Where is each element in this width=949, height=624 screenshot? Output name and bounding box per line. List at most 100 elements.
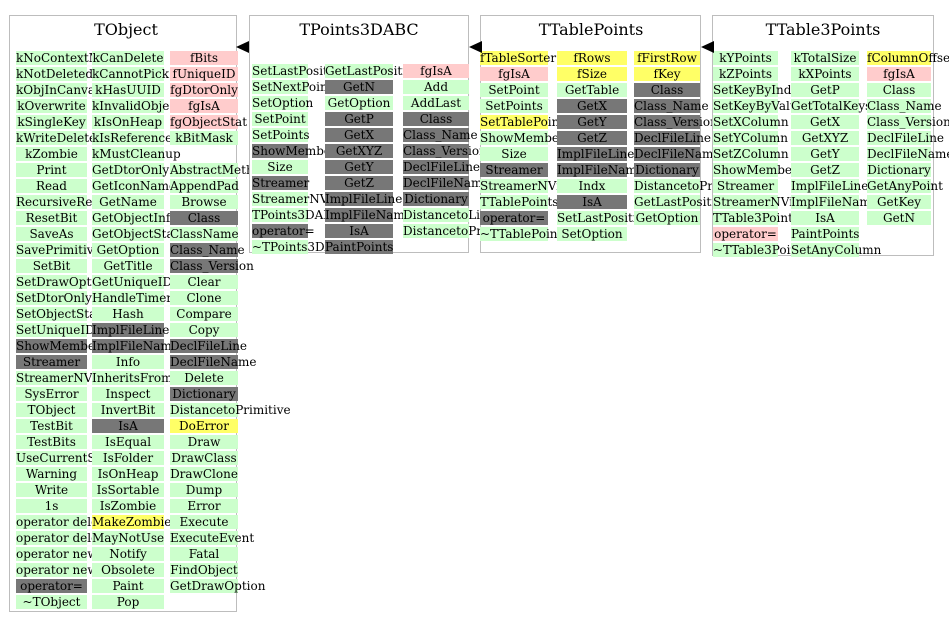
member-appendpad[interactable]: AppendPad	[170, 179, 239, 193]
member-dictionary[interactable]: Dictionary	[170, 387, 238, 401]
member-maynotuse[interactable]: MayNotUse	[92, 531, 165, 545]
member-declfilename[interactable]: DeclFileName	[867, 147, 949, 161]
member-setnextpoint[interactable]: SetNextPoint	[252, 80, 333, 94]
member-isequal[interactable]: IsEqual	[92, 435, 164, 449]
member-copy[interactable]: Copy	[170, 323, 238, 337]
member-findobject[interactable]: FindObject	[170, 563, 238, 577]
member-getp[interactable]: GetP	[791, 83, 859, 97]
member-ttable3points[interactable]: ~TTable3Points	[713, 243, 810, 257]
member-kmustcleanup[interactable]: kMustCleanup	[92, 147, 181, 161]
member-kzombie[interactable]: kZombie	[16, 147, 87, 161]
member-fgisa[interactable]: fgIsA	[867, 67, 931, 81]
member-getz[interactable]: GetZ	[557, 131, 627, 145]
member-isa[interactable]: IsA	[92, 419, 164, 433]
member-class-version[interactable]: Class_Version	[403, 144, 487, 158]
member-read[interactable]: Read	[16, 179, 87, 193]
member-getxyz[interactable]: GetXYZ	[791, 131, 859, 145]
member-showmembers[interactable]: ShowMembers	[252, 144, 343, 158]
member-frows[interactable]: fRows	[557, 51, 627, 65]
member-declfileline[interactable]: DeclFileLine	[170, 339, 248, 353]
member-class[interactable]: Class	[170, 211, 238, 225]
member-declfilename[interactable]: DeclFileName	[634, 147, 721, 161]
member-implfileline[interactable]: ImplFileLine	[325, 192, 403, 206]
member-fkey[interactable]: fKey	[634, 67, 700, 81]
member-implfilename[interactable]: ImplFileName	[791, 195, 878, 209]
member-getx[interactable]: GetX	[791, 115, 859, 129]
member-getuniqueid[interactable]: GetUniqueID	[92, 275, 173, 289]
member-isa[interactable]: IsA	[325, 224, 393, 238]
member-getxyz[interactable]: GetXYZ	[325, 144, 393, 158]
member-gety[interactable]: GetY	[557, 115, 627, 129]
member-getoption[interactable]: GetOption	[92, 243, 164, 257]
member-inheritsfrom[interactable]: InheritsFrom	[92, 371, 173, 385]
member-kbitmask[interactable]: kBitMask	[170, 131, 238, 145]
member-syserror[interactable]: SysError	[16, 387, 87, 401]
member-gettable[interactable]: GetTable	[557, 83, 627, 97]
member-operator[interactable]: operator=	[480, 211, 548, 225]
member-warning[interactable]: Warning	[16, 467, 87, 481]
member-notify[interactable]: Notify	[92, 547, 164, 561]
member-class-name[interactable]: Class_Name	[634, 99, 709, 113]
member-execute[interactable]: Execute	[170, 515, 238, 529]
member-ksinglekey[interactable]: kSingleKey	[16, 115, 87, 129]
member-getdrawoption[interactable]: GetDrawOption	[170, 579, 266, 593]
member-ktotalsize[interactable]: kTotalSize	[791, 51, 859, 65]
member-kcandelete[interactable]: kCanDelete	[92, 51, 164, 65]
member-dictionary[interactable]: Dictionary	[867, 163, 931, 177]
member-setpoint[interactable]: SetPoint	[252, 112, 308, 126]
member-class-name[interactable]: Class_Name	[403, 128, 478, 142]
member-getobjectstat[interactable]: GetObjectStat	[92, 227, 179, 241]
member-class-name[interactable]: Class_Name	[170, 243, 245, 257]
member-size[interactable]: Size	[252, 160, 308, 174]
member-getobjectinfo[interactable]: GetObjectInfo	[92, 211, 178, 225]
member-streamernvirtual[interactable]: StreamerNVirtual	[713, 195, 823, 209]
member-fsize[interactable]: fSize	[557, 67, 627, 81]
member-kzpoints[interactable]: kZPoints	[713, 67, 778, 81]
member-streamer[interactable]: Streamer	[252, 176, 310, 190]
member-implfilename[interactable]: ImplFileName	[92, 339, 179, 353]
member-drawclone[interactable]: DrawClone	[170, 467, 238, 481]
member-streamernvirtual[interactable]: StreamerNVirtual	[252, 192, 362, 206]
member-streamernvirtual[interactable]: StreamerNVirtual	[480, 179, 590, 193]
member-issortable[interactable]: IsSortable	[92, 483, 164, 497]
member-class-version[interactable]: Class_Version	[170, 259, 254, 273]
member-gety[interactable]: GetY	[791, 147, 859, 161]
member-distancetoprimitive[interactable]: DistancetoPrimitive	[403, 224, 524, 238]
member-getp[interactable]: GetP	[325, 112, 393, 126]
member-knocontextmenu[interactable]: kNoContextMenu	[16, 51, 124, 65]
member-class[interactable]: Class	[867, 83, 931, 97]
member-class[interactable]: Class	[634, 83, 700, 97]
member-print[interactable]: Print	[16, 163, 87, 177]
member-ttable3points[interactable]: TTable3Points	[713, 211, 800, 225]
member-kypoints[interactable]: kYPoints	[713, 51, 778, 65]
member-addlast[interactable]: AddLast	[403, 96, 469, 110]
member-kcannotpick[interactable]: kCannotPick	[92, 67, 170, 81]
member-abstractmethod[interactable]: AbstractMethod	[170, 163, 269, 177]
member-obsolete[interactable]: Obsolete	[92, 563, 164, 577]
member-setpoints[interactable]: SetPoints	[252, 128, 310, 142]
member-tpoints3dabc[interactable]: TPoints3DABC	[252, 208, 342, 222]
member-indx[interactable]: Indx	[557, 179, 627, 193]
member-declfilename[interactable]: DeclFileName	[170, 355, 257, 369]
member-usecurrentstyle[interactable]: UseCurrentStyle	[16, 451, 119, 465]
member-hash[interactable]: Hash	[92, 307, 164, 321]
member-testbits[interactable]: TestBits	[16, 435, 87, 449]
member-distancetoline[interactable]: DistancetoLine	[403, 208, 495, 222]
member-recursiveremove[interactable]: RecursiveRemove	[16, 195, 125, 209]
member-add[interactable]: Add	[403, 80, 469, 94]
member-kxpoints[interactable]: kXPoints	[791, 67, 859, 81]
member-ttablepoints[interactable]: TTablePoints	[480, 195, 559, 209]
member-funiqueid[interactable]: fUniqueID	[170, 67, 238, 81]
member-implfilename[interactable]: ImplFileName	[557, 163, 644, 177]
member-fgdtoronly[interactable]: fgDtorOnly	[170, 83, 238, 97]
member-operator[interactable]: operator=	[252, 224, 315, 238]
member-tobject[interactable]: TObject	[16, 403, 87, 417]
member-iszombie[interactable]: IsZombie	[92, 499, 164, 513]
member-streamernvirtual[interactable]: StreamerNVirtual	[16, 371, 126, 385]
member-declfileline[interactable]: DeclFileLine	[634, 131, 712, 145]
member-getlastposition[interactable]: GetLastPosition	[325, 64, 422, 78]
member-clone[interactable]: Clone	[170, 291, 238, 305]
member-fgisa[interactable]: fgIsA	[403, 64, 469, 78]
member-fgobjectstat[interactable]: fgObjectStat	[170, 115, 248, 129]
member-write[interactable]: Write	[16, 483, 87, 497]
